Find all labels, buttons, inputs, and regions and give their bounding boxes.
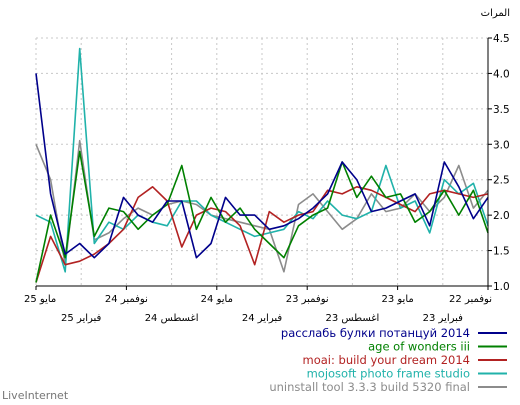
x-tick-label-bottom: فبراير 23 — [423, 313, 464, 324]
x-tick-label-bottom: فبراير 25 — [61, 313, 102, 324]
y-tick-label: 3.5 — [493, 104, 510, 116]
y-tick-label: 1.5 — [493, 246, 510, 258]
x-tick-label-bottom: اغسطس 23 — [326, 313, 380, 324]
series-line — [35, 47, 489, 273]
x-tick-label-bottom: فبراير 24 — [242, 313, 283, 324]
legend-item-label: расслабь булки потанцуй 2014 — [281, 326, 470, 340]
x-axis-ticks: مايو 25 نوفمبر 24 مايو 24 نوفمبر 23 مايو 23 ن… — [24, 286, 492, 324]
legend-item-label: uninstall tool 3.3.3 build 5320 final — [269, 380, 470, 394]
x-tick-label-top: مايو 24 — [201, 294, 233, 305]
y-tick-label: 3.0 — [493, 139, 510, 151]
x-tick-label-top: نوفمبر 22 — [449, 294, 492, 305]
series-line — [35, 186, 489, 283]
series-line — [35, 150, 489, 283]
footer-brand: LiveInternet — [2, 389, 69, 402]
x-tick-label-top: نوفمبر 23 — [286, 294, 329, 305]
y-tick-label: 2.0 — [493, 210, 510, 222]
y-tick-label: 4.5 — [493, 33, 510, 45]
legend-item-label: mojosoft photo frame studio — [307, 367, 470, 381]
y-tick-label: 4.0 — [493, 68, 510, 80]
y-tick-label: 1.0 — [493, 281, 510, 293]
legend-item-label: age of wonders iii — [368, 340, 470, 354]
y-tick-label: 2.5 — [493, 175, 510, 187]
x-tick-label-top: مايو 25 — [24, 294, 56, 305]
y-axis-ticks: 1.0 1.5 2.0 2.5 3.0 3.5 4.0 4.5 — [488, 33, 510, 293]
series-layer — [35, 47, 489, 283]
y-axis-label: المرات — [481, 8, 510, 19]
x-tick-label-bottom: اغسطس 24 — [145, 313, 199, 324]
x-tick-label-top: مايو 23 — [381, 294, 413, 305]
x-tick-label-top: نوفمبر 24 — [105, 294, 148, 305]
legend-item-label: moai: build your dream 2014 — [303, 353, 470, 367]
series-line — [35, 139, 489, 273]
series-line — [35, 73, 489, 259]
